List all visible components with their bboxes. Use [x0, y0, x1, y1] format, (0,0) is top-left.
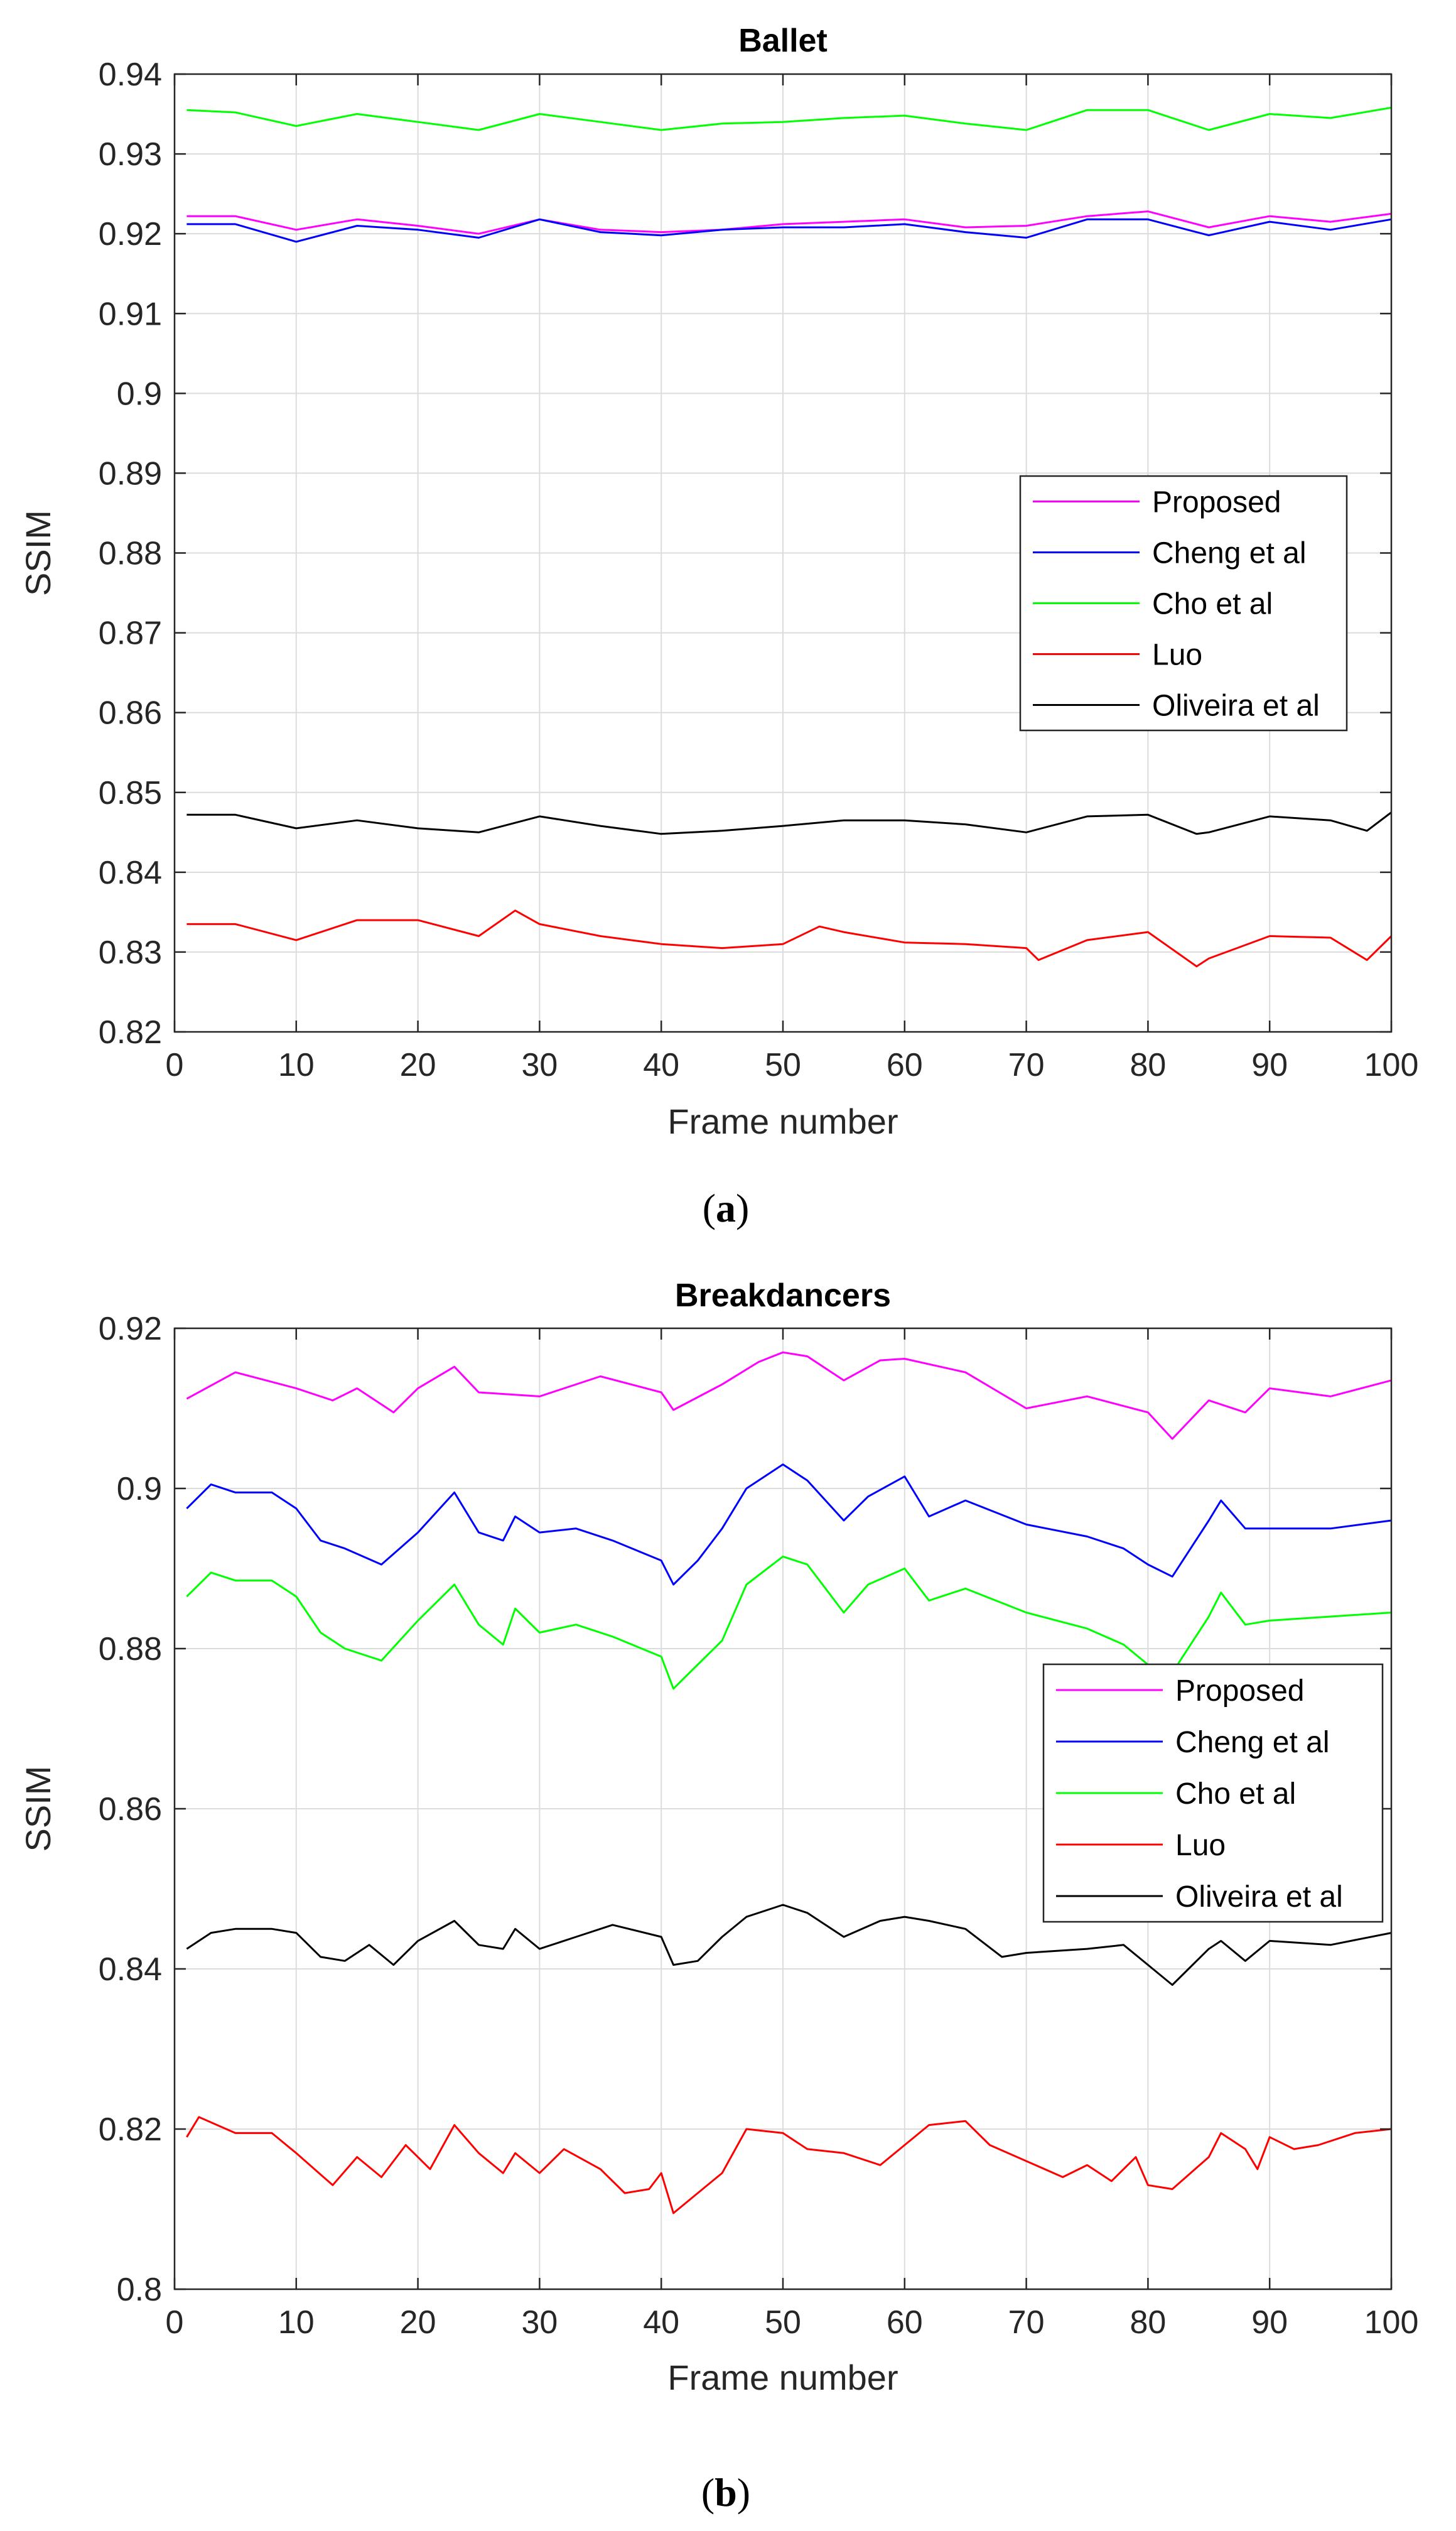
legend-label: Cho et al: [1175, 1777, 1296, 1811]
y-tick-label: 0.9: [117, 1471, 162, 1507]
legend-label: Cho et al: [1152, 588, 1273, 621]
legend-label: Luo: [1152, 639, 1202, 672]
x-tick-label: 20: [400, 1047, 436, 1083]
y-tick-label: 0.85: [99, 775, 162, 811]
y-tick-label: 0.8: [117, 2272, 162, 2308]
x-tick-label: 90: [1251, 1047, 1288, 1083]
series-line-luo: [186, 2116, 1392, 2214]
x-tick-label: 50: [765, 2304, 801, 2341]
chart-breakdancers: 0 10 20 30 40 50 60 70 80 90 100 0.8 0.82 0.84 0.86 0.8…: [18, 1277, 1418, 2397]
y-tick-label: 0.89: [99, 455, 162, 492]
legend: Proposed Cheng et al Cho et al Luo Oliveira …: [1042, 1663, 1384, 1923]
x-tick-label: 40: [643, 1047, 679, 1083]
x-tick-label: 100: [1364, 2304, 1419, 2341]
y-tick-label: 0.9: [117, 376, 162, 412]
y-tick-label: 0.84: [99, 855, 162, 891]
x-tick-label: 80: [1130, 2304, 1166, 2341]
x-tick-label: 70: [1008, 1047, 1045, 1083]
y-tick-label: 0.86: [99, 695, 162, 732]
x-tick-label: 30: [521, 1047, 558, 1083]
legend-label: Proposed: [1175, 1674, 1304, 1708]
x-tick-label: 70: [1008, 2304, 1045, 2341]
legend-label: Oliveira et al: [1152, 690, 1320, 723]
x-axis-label: Frame number: [667, 1102, 898, 1141]
legend-label: Luo: [1175, 1829, 1226, 1862]
y-tick-label: 0.88: [99, 536, 162, 572]
legend-label: Proposed: [1152, 486, 1281, 519]
legend-label: Oliveira et al: [1175, 1880, 1343, 1914]
chart-ballet: 0 10 20 30 40 50 60 70 80 90 100 0.82 0.83 0.84 0.85 0.…: [18, 23, 1418, 1141]
x-tick-label: 30: [521, 2304, 558, 2341]
series-line-proposed: [186, 1351, 1392, 1440]
y-tick-label: 0.86: [99, 1791, 162, 1828]
y-tick-label: 0.92: [99, 216, 162, 252]
y-tick-label: 0.91: [99, 296, 162, 332]
panel-label-b: (b): [701, 2470, 750, 2515]
x-tick-label: 80: [1130, 1047, 1166, 1083]
series-line-cheng-et-al: [186, 218, 1392, 243]
x-tick-label: 10: [278, 2304, 315, 2341]
x-tick-label: 90: [1251, 2304, 1288, 2341]
panel-label-a: (a): [703, 1186, 750, 1230]
y-axis-label: SSIM: [18, 510, 58, 596]
y-tick-label: 0.87: [99, 615, 162, 652]
y-tick-label: 0.84: [99, 1951, 162, 1988]
series-line-oliveira-et-al: [186, 1904, 1392, 1986]
x-tick-label: 40: [643, 2304, 679, 2341]
series-line-cho-et-al: [186, 106, 1392, 131]
series-line-oliveira-et-al: [186, 811, 1392, 835]
y-tick-label: 0.82: [99, 1014, 162, 1051]
chart-title: Ballet: [738, 23, 828, 59]
y-axis-label: SSIM: [18, 1766, 58, 1852]
series-line-proposed: [186, 210, 1392, 235]
x-tick-label: 50: [765, 1047, 801, 1083]
x-tick-label: 20: [400, 2304, 436, 2341]
legend-label: Cheng et al: [1175, 1726, 1330, 1759]
y-tick-label: 0.83: [99, 935, 162, 971]
x-tick-label: 0: [166, 1047, 184, 1083]
chart-title: Breakdancers: [675, 1277, 891, 1314]
x-tick-label: 60: [887, 1047, 923, 1083]
y-tick-label: 0.82: [99, 2111, 162, 2148]
series-line-luo: [186, 909, 1393, 968]
x-axis-label: Frame number: [667, 2358, 898, 2397]
x-tick-label: 60: [887, 2304, 923, 2341]
x-tick-label: 0: [166, 2304, 184, 2341]
y-tick-label: 0.93: [99, 136, 162, 173]
x-tick-label: 10: [278, 1047, 315, 1083]
series-line-cheng-et-al: [186, 1463, 1392, 1586]
y-tick-label: 0.88: [99, 1631, 162, 1667]
legend-label: Cheng et al: [1152, 537, 1307, 570]
x-tick-label: 100: [1364, 1047, 1419, 1083]
y-tick-label: 0.94: [99, 57, 162, 93]
legend: Proposed Cheng et al Cho et al Luo Oliveira …: [1019, 475, 1348, 732]
y-tick-label: 0.92: [99, 1311, 162, 1347]
